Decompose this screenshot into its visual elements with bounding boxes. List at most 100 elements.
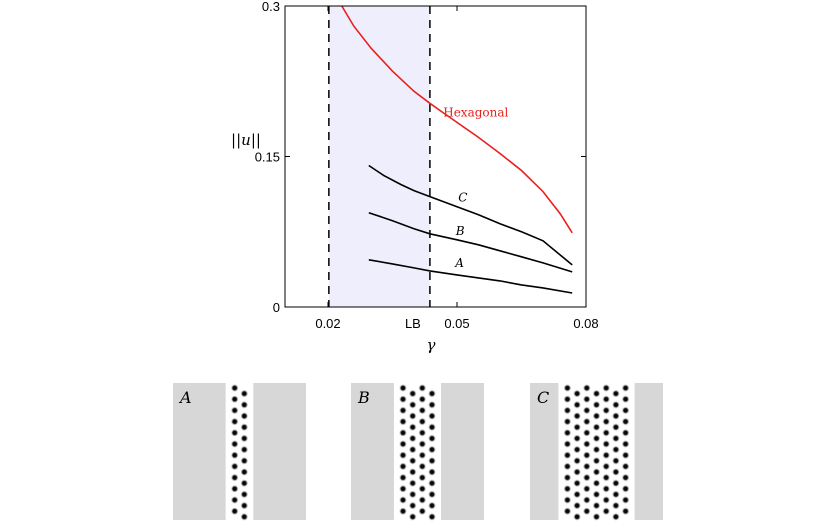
pattern-dot — [602, 395, 611, 404]
pattern-dot — [418, 484, 427, 493]
pattern-dot — [602, 428, 611, 437]
pattern-dot — [240, 456, 249, 465]
pattern-dot — [592, 490, 601, 499]
pattern-dot — [582, 439, 591, 449]
pattern-dot — [592, 400, 601, 409]
pattern-dot — [592, 501, 601, 510]
pattern-dot — [418, 383, 427, 393]
lb-tick-label: LB — [405, 316, 421, 331]
pattern-dot — [398, 462, 408, 471]
curve-labels: Hexagonal C B A — [443, 105, 508, 270]
pattern-dot — [582, 451, 591, 460]
pattern-dot — [592, 512, 601, 521]
pattern-dot — [418, 495, 427, 505]
pattern-dot — [582, 428, 591, 437]
pattern-dot — [592, 445, 601, 454]
pattern-dot — [582, 417, 591, 426]
series-layer — [341, 5, 573, 294]
pattern-dot — [418, 462, 427, 471]
pattern-dot — [582, 495, 591, 505]
panel-label: B — [357, 388, 370, 407]
pattern-dot — [408, 467, 417, 477]
y-tick-label: 0 — [273, 300, 280, 315]
pattern-dot — [602, 507, 611, 516]
pattern-dot — [592, 456, 601, 465]
pattern-dot — [621, 473, 630, 482]
pattern-dot — [408, 479, 417, 488]
pattern-dot — [398, 507, 408, 516]
pattern-dot — [611, 501, 621, 510]
pattern-dot — [572, 445, 582, 454]
pattern-dot — [398, 473, 408, 482]
plot-area: 0.02 0.05 0.08 LB 0 0.15 0.3 Hexagonal C B A γ ||… — [231, 0, 599, 354]
pattern-dot — [240, 445, 249, 454]
pattern-dot — [602, 439, 611, 449]
pattern-dot — [408, 501, 417, 510]
pattern-dot — [563, 395, 572, 404]
pattern-dot — [563, 417, 572, 426]
pattern-dot — [611, 490, 621, 499]
pattern-dot — [427, 467, 437, 477]
pattern-dot — [621, 451, 630, 460]
pattern-dot — [418, 428, 427, 437]
pattern-dot — [572, 479, 582, 488]
x-axis-label: γ — [427, 336, 436, 354]
pattern-dot — [611, 445, 621, 454]
x-tick-label: 0.08 — [573, 316, 598, 331]
pattern-dot — [418, 395, 427, 404]
pattern-dot — [611, 456, 621, 465]
pattern-dot — [230, 439, 239, 449]
pattern-dot — [563, 484, 572, 493]
pattern-dot — [240, 434, 249, 443]
pattern-dot — [418, 451, 427, 460]
pattern-panels: A B C — [173, 383, 663, 521]
pattern-dot — [398, 451, 408, 460]
pattern-dot — [240, 467, 249, 477]
pattern-dot — [230, 395, 239, 404]
pattern-dot — [427, 479, 437, 488]
curve-label-a: A — [454, 256, 464, 270]
pattern-dot — [408, 411, 417, 421]
y-tick-label: 0.3 — [262, 0, 280, 14]
pattern-dot — [572, 512, 582, 521]
pattern-dot — [398, 406, 408, 415]
pattern-dot — [240, 400, 249, 409]
pattern-dot — [621, 484, 630, 493]
pattern-dot — [621, 383, 630, 393]
pattern-dot — [602, 451, 611, 460]
pattern-dot — [408, 512, 417, 521]
pattern-dot — [408, 445, 417, 454]
pattern-dot — [418, 473, 427, 482]
pattern-dot — [240, 389, 249, 398]
pattern-dot — [592, 479, 601, 488]
pattern-dot — [592, 389, 601, 398]
pattern-panel-c: C — [530, 383, 663, 521]
pattern-dot — [427, 501, 437, 510]
pattern-dot — [408, 456, 417, 465]
pattern-dot — [427, 423, 437, 432]
pattern-dot — [582, 383, 591, 393]
pattern-dot — [563, 451, 572, 460]
pattern-dot — [230, 383, 239, 393]
tick-labels: 0.02 0.05 0.08 LB 0 0.15 0.3 — [255, 0, 599, 331]
pattern-dot — [602, 495, 611, 505]
pattern-dot — [611, 411, 621, 421]
pattern-dot — [592, 411, 601, 421]
pattern-dot — [427, 389, 437, 398]
pattern-dot — [230, 507, 239, 516]
pattern-dot — [418, 406, 427, 415]
pattern-dot — [572, 434, 582, 443]
pattern-dot — [427, 400, 437, 409]
pattern-dot — [611, 512, 621, 521]
pattern-dot — [230, 484, 239, 493]
pattern-dot — [230, 451, 239, 460]
pattern-dot — [427, 445, 437, 454]
pattern-dot — [398, 439, 408, 449]
pattern-dot — [427, 434, 437, 443]
pattern-dot — [602, 417, 611, 426]
pattern-dot — [572, 400, 582, 409]
pattern-dot — [572, 389, 582, 398]
pattern-dot — [611, 467, 621, 477]
pattern-dot — [563, 428, 572, 437]
pattern-dot — [427, 411, 437, 421]
